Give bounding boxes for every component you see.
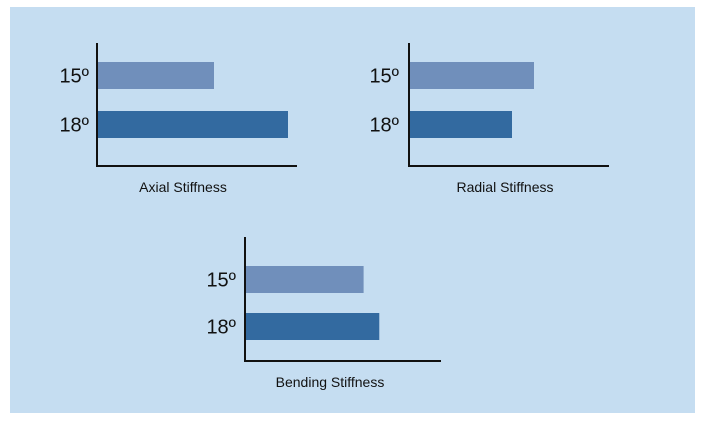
axial-tick-label-18: 18º (59, 115, 89, 137)
radial-bar-15 (410, 62, 534, 89)
radial-stiffness-chart: 15º 18º Radial Stiffness (369, 43, 609, 195)
radial-tick-label-18: 18º (369, 115, 399, 137)
axial-stiffness-chart: 15º 18º Axial Stiffness (59, 43, 297, 195)
bending-tick-label-15: 15º (206, 270, 236, 292)
bending-axis-title: Bending Stiffness (276, 374, 385, 390)
axial-bar-15 (98, 62, 214, 89)
axial-tick-label-15: 15º (59, 66, 89, 88)
axial-bar-18 (98, 111, 288, 138)
bending-bar-15 (246, 266, 364, 293)
radial-tick-label-15: 15º (369, 66, 399, 88)
radial-axis-title: Radial Stiffness (456, 179, 553, 195)
bending-stiffness-chart: 15º 18º Bending Stiffness (206, 237, 441, 390)
radial-bar-18 (410, 111, 512, 138)
bending-tick-label-18: 18º (206, 317, 236, 339)
bending-bar-18 (246, 313, 380, 340)
axial-axis-title: Axial Stiffness (139, 179, 227, 195)
